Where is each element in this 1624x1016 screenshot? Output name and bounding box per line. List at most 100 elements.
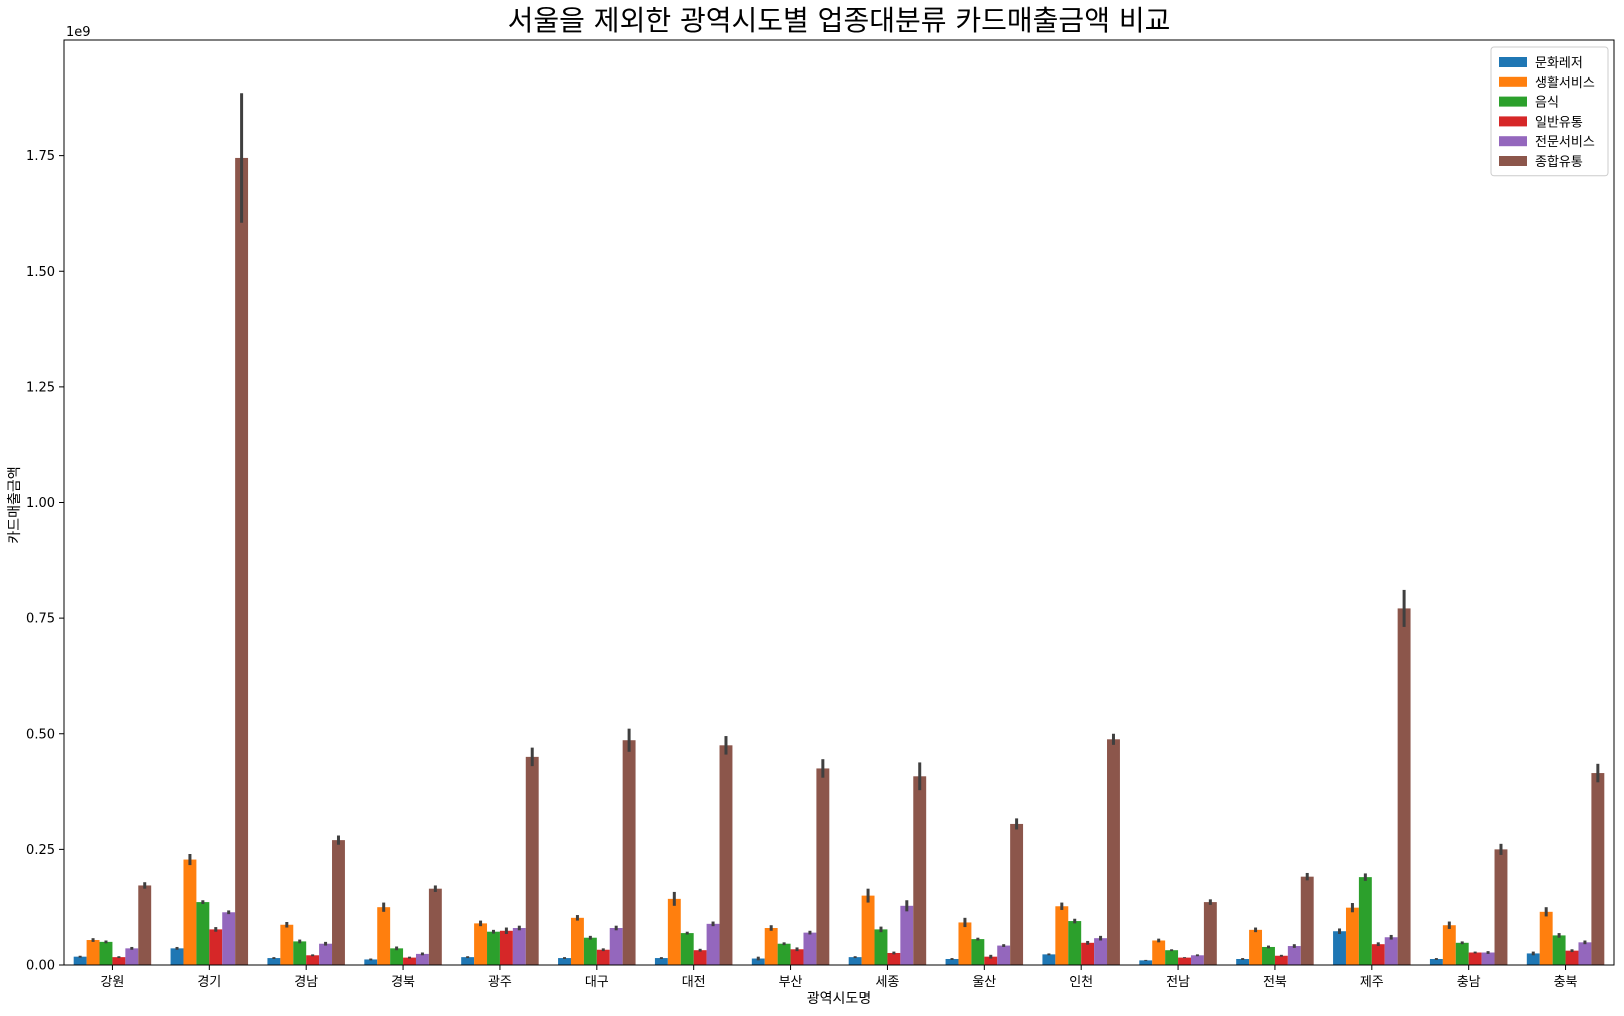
bar (791, 949, 804, 965)
bar (390, 948, 403, 965)
y-axis-label: 카드매출금액 (7, 466, 23, 543)
x-tick-label: 충북 (1554, 975, 1578, 990)
error-bars-group (80, 93, 1598, 961)
x-tick-label: 전북 (1263, 975, 1287, 990)
bar (280, 925, 293, 965)
x-tick-label: 울산 (972, 975, 996, 990)
legend-swatch (1499, 156, 1527, 166)
legend-entry-label: 생활서비스 (1535, 76, 1595, 91)
bar (1152, 940, 1165, 965)
x-tick-label: 경북 (391, 975, 415, 990)
y-tick-label: 0.75 (26, 612, 55, 627)
legend-entry-label: 문화레저 (1535, 56, 1583, 71)
x-tick-label: 부산 (779, 975, 803, 990)
legend-entry-label: 전문서비스 (1535, 135, 1595, 150)
bar (571, 918, 584, 965)
bar (87, 940, 100, 965)
bar (862, 896, 875, 965)
bar (913, 776, 926, 965)
bar (1456, 943, 1469, 965)
legend-entry-label: 음식 (1535, 96, 1559, 111)
bar (849, 957, 862, 965)
bar (997, 946, 1010, 965)
bar (1495, 849, 1508, 965)
bar (429, 889, 442, 965)
bar (1346, 908, 1359, 965)
bar (720, 745, 733, 965)
bar (416, 954, 429, 965)
bar (1275, 956, 1288, 965)
bar (1178, 958, 1191, 965)
x-tick-label: 인천 (1069, 975, 1093, 990)
bar (1301, 877, 1314, 965)
bar (1204, 902, 1217, 965)
bar (1262, 947, 1275, 965)
bar (183, 860, 196, 965)
legend-swatch (1499, 97, 1527, 107)
bar (1482, 953, 1495, 965)
x-tick-label: 광주 (488, 975, 512, 990)
bar (1081, 943, 1094, 965)
x-axis-label: 광역시도명 (807, 991, 871, 1007)
x-tick-label: 세종 (875, 975, 899, 990)
bar (1591, 773, 1604, 965)
bar (125, 948, 138, 965)
legend-swatch (1499, 116, 1527, 126)
x-tick-label: 대전 (682, 975, 706, 990)
y-tick-label: 1.50 (26, 265, 55, 280)
bar (474, 923, 487, 965)
bar (816, 768, 829, 965)
x-tick-label: 대구 (585, 975, 609, 990)
legend-entry-label: 종합유통 (1535, 155, 1583, 170)
bar (1288, 946, 1301, 965)
legend-swatch (1499, 77, 1527, 87)
bar (623, 740, 636, 965)
bar (778, 944, 791, 965)
bar (803, 933, 816, 965)
bar (900, 906, 913, 965)
bar (1553, 935, 1566, 965)
bar (100, 942, 113, 965)
y-axis-multiplier: 1e9 (66, 25, 91, 40)
bar (597, 950, 610, 965)
bar (293, 941, 306, 965)
bar (1139, 960, 1152, 965)
bar (1333, 931, 1346, 965)
bar (1385, 937, 1398, 965)
bar (558, 958, 571, 965)
bar (1372, 944, 1385, 965)
bar (526, 757, 539, 965)
bar (513, 928, 526, 965)
bar (138, 885, 151, 965)
y-tick-label: 0.50 (26, 727, 55, 742)
legend-entry-label: 일반유통 (1535, 115, 1583, 130)
bar (1578, 942, 1591, 965)
bar (306, 955, 319, 965)
bar (765, 928, 778, 965)
bar (461, 957, 474, 965)
bar (1398, 608, 1411, 965)
bar (1443, 925, 1456, 965)
bar (1165, 950, 1178, 965)
bar (681, 933, 694, 965)
bar (707, 924, 720, 965)
chart-title: 서울을 제외한 광역시도별 업종대분류 카드매출금액 비교 (508, 4, 1171, 37)
bar (668, 899, 681, 965)
legend-swatch (1499, 136, 1527, 146)
bar (403, 958, 416, 965)
bar (1469, 953, 1482, 965)
x-tick-label: 경기 (197, 975, 221, 990)
y-tick-label: 1.00 (26, 496, 55, 511)
bar (958, 922, 971, 965)
bars-group (74, 158, 1605, 965)
bar (1191, 955, 1204, 965)
bar (1540, 912, 1553, 965)
y-tick-label: 1.75 (26, 149, 55, 164)
x-tick-label: 충남 (1457, 975, 1481, 990)
bar (1010, 824, 1023, 965)
bar (1055, 906, 1068, 965)
bar (319, 944, 332, 965)
bar (1068, 921, 1081, 965)
bar (222, 912, 235, 965)
